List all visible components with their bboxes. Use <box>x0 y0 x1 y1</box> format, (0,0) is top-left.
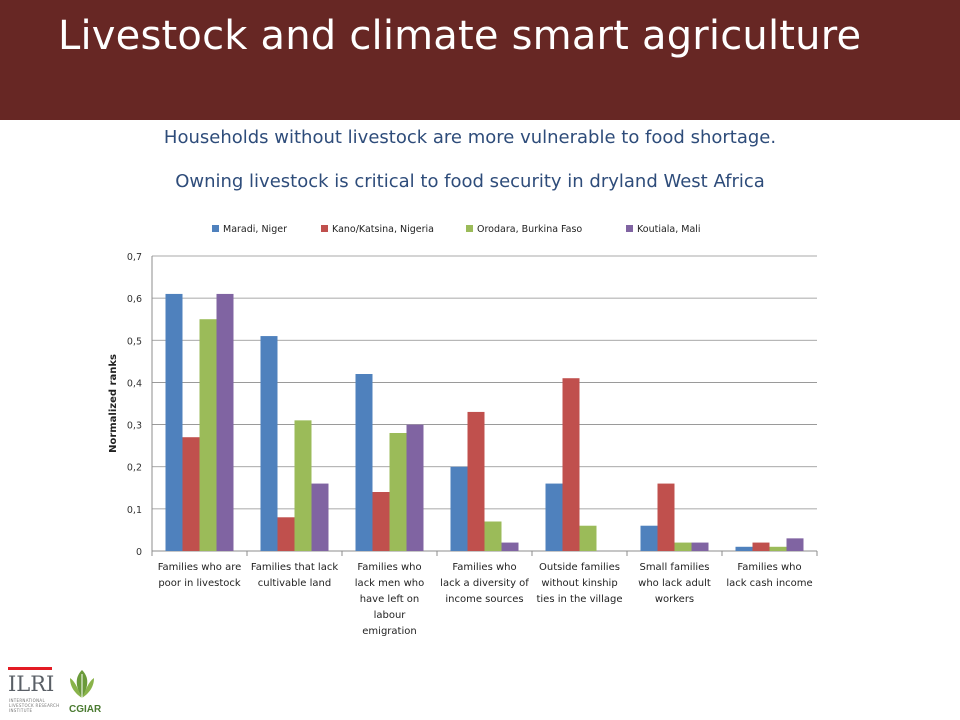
bar <box>260 336 278 551</box>
y-tick-label: 0,2 <box>127 463 142 474</box>
bar <box>752 542 770 551</box>
legend-entry: Maradi, Niger <box>223 224 287 235</box>
bar <box>640 525 658 551</box>
x-category-label: ties in the village <box>536 594 622 605</box>
bar <box>562 378 580 551</box>
bar <box>501 542 519 551</box>
x-category-label: without kinship <box>541 578 617 589</box>
x-category-label: lack cash income <box>726 578 812 589</box>
bar <box>484 521 502 551</box>
ilri-logo-subtext: INTERNATIONAL LIVESTOCK RESEARCH INSTITU… <box>9 698 60 713</box>
bar <box>355 374 373 551</box>
x-category-label: workers <box>655 594 694 605</box>
legend-entry: Kano/Katsina, Nigeria <box>332 224 434 235</box>
bar <box>372 492 390 551</box>
bar <box>786 538 804 551</box>
x-category-label: Small families <box>639 562 709 573</box>
x-category-label: Outside families <box>539 562 620 573</box>
bar <box>467 411 485 551</box>
legend-swatch <box>321 225 328 232</box>
x-category-label: labour <box>374 610 407 621</box>
x-category-label: Families who are <box>158 562 242 573</box>
bar <box>769 546 787 551</box>
bar <box>182 437 200 551</box>
bar <box>294 420 312 551</box>
bar <box>657 483 675 551</box>
ilri-logo: ILRI <box>8 672 55 696</box>
x-category-label: cultivable land <box>258 578 331 589</box>
subtitle-vulnerability: Households without livestock are more vu… <box>163 127 777 148</box>
bar <box>311 483 329 551</box>
y-tick-label: 0,1 <box>127 505 142 516</box>
y-tick-label: 0,3 <box>127 421 142 432</box>
cgiar-leaf-icon <box>70 670 94 698</box>
logo-area: ILRI INTERNATIONAL LIVESTOCK RESEARCH IN… <box>8 664 118 716</box>
bar <box>216 293 234 551</box>
y-tick-label: 0,7 <box>127 252 142 263</box>
slide-header: Livestock and climate smart agriculture <box>0 0 960 120</box>
bar <box>545 483 563 551</box>
x-category-label: income sources <box>445 594 523 605</box>
x-category-label: emigration <box>362 626 416 637</box>
legend-entry: Koutiala, Mali <box>637 224 701 235</box>
ilri-logo-bar <box>8 667 52 670</box>
x-category-label: Families that lack <box>251 562 338 573</box>
bar <box>165 293 183 551</box>
y-tick-label: 0 <box>136 547 142 558</box>
bar <box>691 542 709 551</box>
y-tick-label: 0,5 <box>127 336 142 347</box>
x-category-label: Families who <box>357 562 421 573</box>
x-category-label: poor in livestock <box>158 578 241 589</box>
y-axis-label: Normalized ranks <box>108 354 119 453</box>
subtitle-food-security: Owning livestock is critical to food sec… <box>175 171 765 192</box>
bar <box>674 542 692 551</box>
bar <box>450 466 468 551</box>
y-tick-label: 0,6 <box>127 294 142 305</box>
x-category-label: have left on <box>360 594 420 605</box>
legend-swatch <box>626 225 633 232</box>
y-tick-label: 0,4 <box>127 378 142 389</box>
x-category-label: lack men who <box>355 578 424 589</box>
x-category-label: Families who <box>452 562 516 573</box>
x-category-label: Families who <box>737 562 801 573</box>
legend-entry: Orodara, Burkina Faso <box>477 224 582 235</box>
bar <box>199 319 217 551</box>
bar <box>579 525 597 551</box>
bar <box>735 546 753 551</box>
x-category-label: who lack adult <box>638 578 711 589</box>
x-category-label: lack a diversity of <box>440 578 529 589</box>
slide-title: Livestock and climate smart agriculture <box>58 13 862 59</box>
legend-swatch <box>466 225 473 232</box>
bar <box>277 517 295 551</box>
bar <box>389 433 407 551</box>
cgiar-logo: CGIAR <box>69 704 102 715</box>
bar <box>406 424 424 551</box>
legend-swatch <box>212 225 219 232</box>
